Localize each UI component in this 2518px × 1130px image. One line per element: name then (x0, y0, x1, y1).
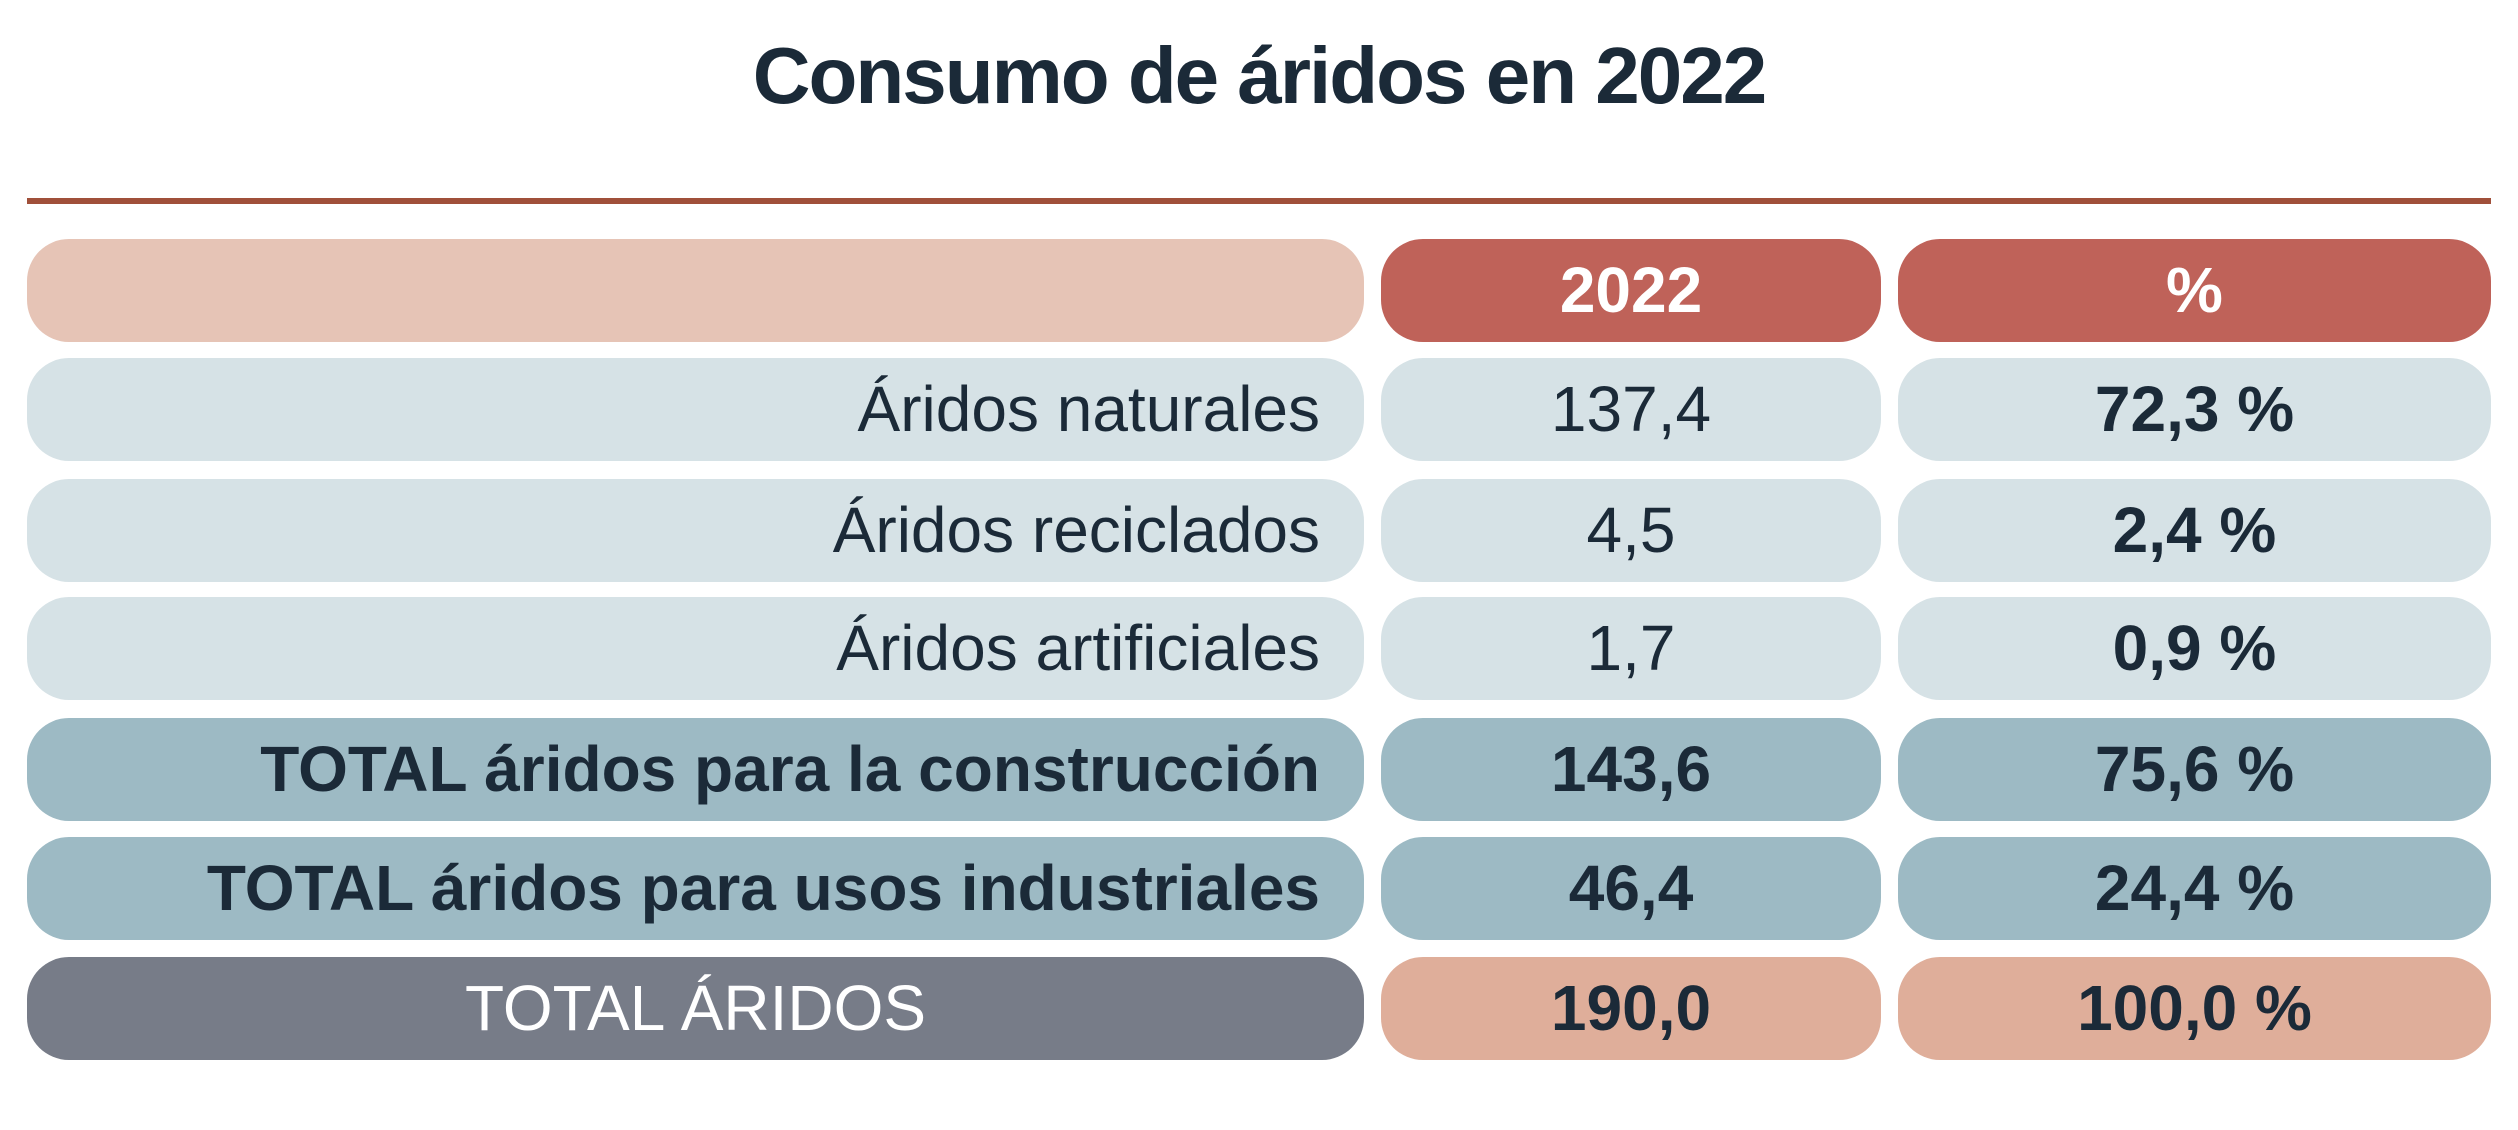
cell-value: 1,7 (1381, 597, 1881, 700)
divider (27, 198, 2491, 204)
header-cell: 2022 (1381, 239, 1881, 342)
row-label: Áridos reciclados (27, 479, 1364, 582)
cell-value: 75,6 % (1898, 718, 2491, 821)
cell-value: 72,3 % (1898, 358, 2491, 461)
cell-value: 46,4 (1381, 837, 1881, 940)
cell-value: 190,0 (1381, 957, 1881, 1060)
cell-value: 2,4 % (1898, 479, 2491, 582)
cell-value: 0,9 % (1898, 597, 2491, 700)
row-label: TOTAL áridos para la construcción (27, 718, 1364, 821)
cell-value: 4,5 (1381, 479, 1881, 582)
row-label: Áridos artificiales (27, 597, 1364, 700)
row-label: Áridos naturales (27, 358, 1364, 461)
cell-value: 100,0 % (1898, 957, 2491, 1060)
cell-value: 143,6 (1381, 718, 1881, 821)
title: Consumo de áridos en 2022 (752, 31, 1768, 120)
cell-value: 24,4 % (1898, 837, 2491, 940)
header-cell: % (1898, 239, 2491, 342)
row-label: TOTAL áridos para usos industriales (27, 837, 1364, 940)
header-cell (27, 239, 1364, 342)
cell-value: 137,4 (1381, 358, 1881, 461)
row-label: TOTAL ÁRIDOS (27, 957, 1364, 1060)
